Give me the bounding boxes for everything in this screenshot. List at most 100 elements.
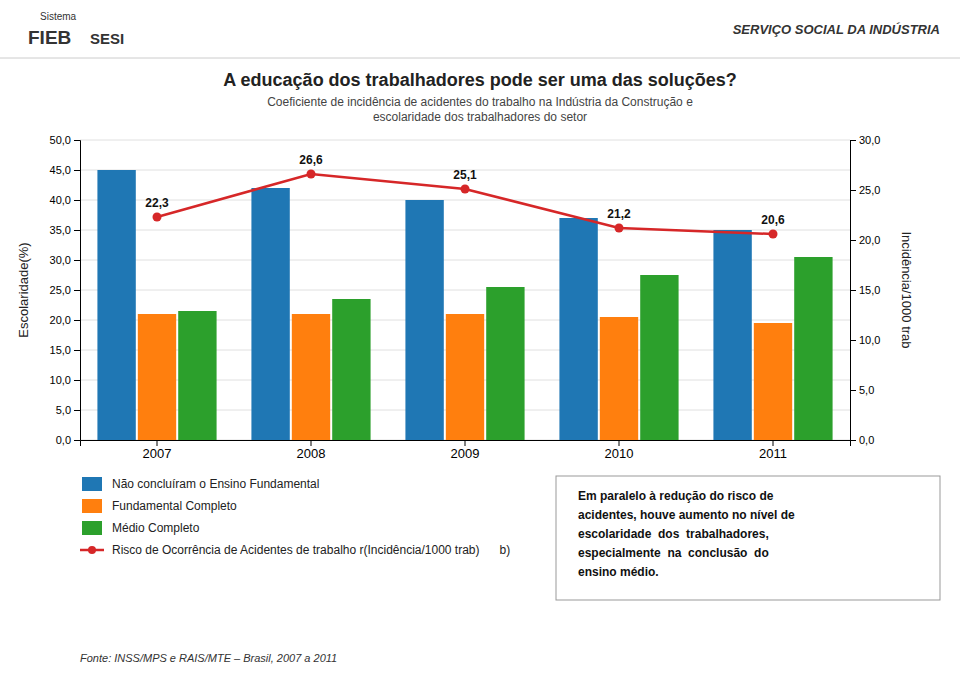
tick-label: 0,0 [859,434,874,446]
bar [794,257,832,440]
tick-mark [850,340,856,341]
tick: 20,0 [50,314,80,326]
tick-label: 40,0 [50,194,71,206]
grid [80,140,850,440]
tick: 15,0 [850,284,880,296]
tick-label: 50,0 [50,134,71,146]
plot: 200720082009201020110,05,010,015,020,025… [16,134,914,461]
tick: 20,0 [850,234,880,246]
tick-mark [74,320,80,321]
marker [306,169,315,178]
tick: 0,0 [56,434,80,446]
tick-label: 20,0 [859,234,880,246]
bar [292,314,330,440]
axis-title: Incidência/1000 trab [899,231,914,348]
tick-mark [773,440,774,446]
tick-label: 45,0 [50,164,71,176]
marker [614,223,623,232]
data-labels: 22,326,625,121,220,6 [145,153,785,227]
annotation: Em paralelo à redução do risco de acident… [578,489,795,579]
bar-series [178,257,832,440]
bar-series [97,170,751,440]
legend-swatch [82,499,102,513]
bar [446,314,484,440]
bar [332,299,370,440]
header-rule [0,58,960,59]
tick: 25,0 [50,284,80,296]
tick-label: 2008 [297,446,326,461]
tick: 10,0 [850,334,880,346]
bar-series [138,314,792,440]
tick-mark [74,380,80,381]
legend: Não concluíram o Ensino Fundamental Funda… [80,477,510,557]
tick-mark [74,260,80,261]
tick-label: 2007 [143,446,172,461]
legend-item: Fundamental Completo [82,499,237,513]
bar [97,170,135,440]
tick: 35,0 [50,224,80,236]
data-label: 21,2 [607,207,631,221]
logo-text: SESI [90,30,124,47]
tick-mark [74,410,80,411]
tick: 25,0 [850,184,880,196]
tick-mark [850,440,856,441]
bar [713,230,751,440]
annotation-line: ensino médio. [578,565,659,579]
logo-text: FIEB [28,27,71,48]
tick: 2008 [297,440,326,461]
tick: 50,0 [50,134,80,146]
tick-mark [74,140,80,141]
bar [600,317,638,440]
annotation-line: acidentes, houve aumento no nível de [578,508,795,522]
axis-domain [74,141,81,441]
data-label: 22,3 [145,196,169,210]
data-label: 20,6 [761,213,785,227]
logo-text: Sistema [40,11,77,22]
tick: 0,0 [850,434,874,446]
tick: 5,0 [56,404,80,416]
bar [486,287,524,440]
grid-line [80,140,850,141]
chart: SERVIÇO SOCIAL DA INDÚSTRIA Sistema FIEB SE… [0,0,960,678]
legend-label: Não concluíram o Ensino Fundamental [112,477,319,491]
tick-mark [311,440,312,446]
legend-swatch [82,521,102,535]
title: A educação dos trabalhadores pode ser um… [223,70,737,90]
data-label: 25,1 [453,168,477,182]
marks [97,169,832,440]
bar [640,275,678,440]
marker [152,212,161,221]
legend-label: Fundamental Completo [112,499,237,513]
tick-mark [619,440,620,446]
tick: 30,0 [850,134,880,146]
legend-item: Médio Completo [82,521,200,535]
y2-axis: 0,0 5,0 10,0 15,0 20,0 25,0 30,0 [850,134,880,446]
tick-mark [157,440,158,446]
marker [768,229,777,238]
tick-label: 15,0 [859,284,880,296]
tick: 5,0 [850,384,874,396]
annotation-line: Em paralelo à redução do risco de [578,489,774,503]
tick-mark [74,290,80,291]
bar [754,323,792,440]
tick-mark [850,190,856,191]
tick: 10,0 [50,374,80,386]
tick: 15,0 [50,344,80,356]
tick-label: 2010 [605,446,634,461]
source: Fonte: INSS/MPS e RAIS/MTE – Brasil, 200… [80,652,337,664]
x-axis: 20072008200920102011 [81,440,851,461]
tick-mark [74,230,80,231]
bar [251,188,289,440]
tick: 2011 [759,440,787,461]
annotation-line: escolaridade dos trabalhadores, [578,527,769,541]
tick-label: 30,0 [859,134,880,146]
annotation-frame [556,476,940,600]
line [157,174,773,234]
tick-label: 0,0 [56,434,71,446]
bar [559,218,597,440]
legend-item: Risco de Ocorrência de Acidentes de trab… [80,543,510,557]
annotation-box: Em paralelo à redução do risco de acident… [556,476,940,600]
tick-label: 15,0 [50,344,71,356]
header-text: SERVIÇO SOCIAL DA INDÚSTRIA [733,22,940,37]
tick-mark [74,440,80,441]
